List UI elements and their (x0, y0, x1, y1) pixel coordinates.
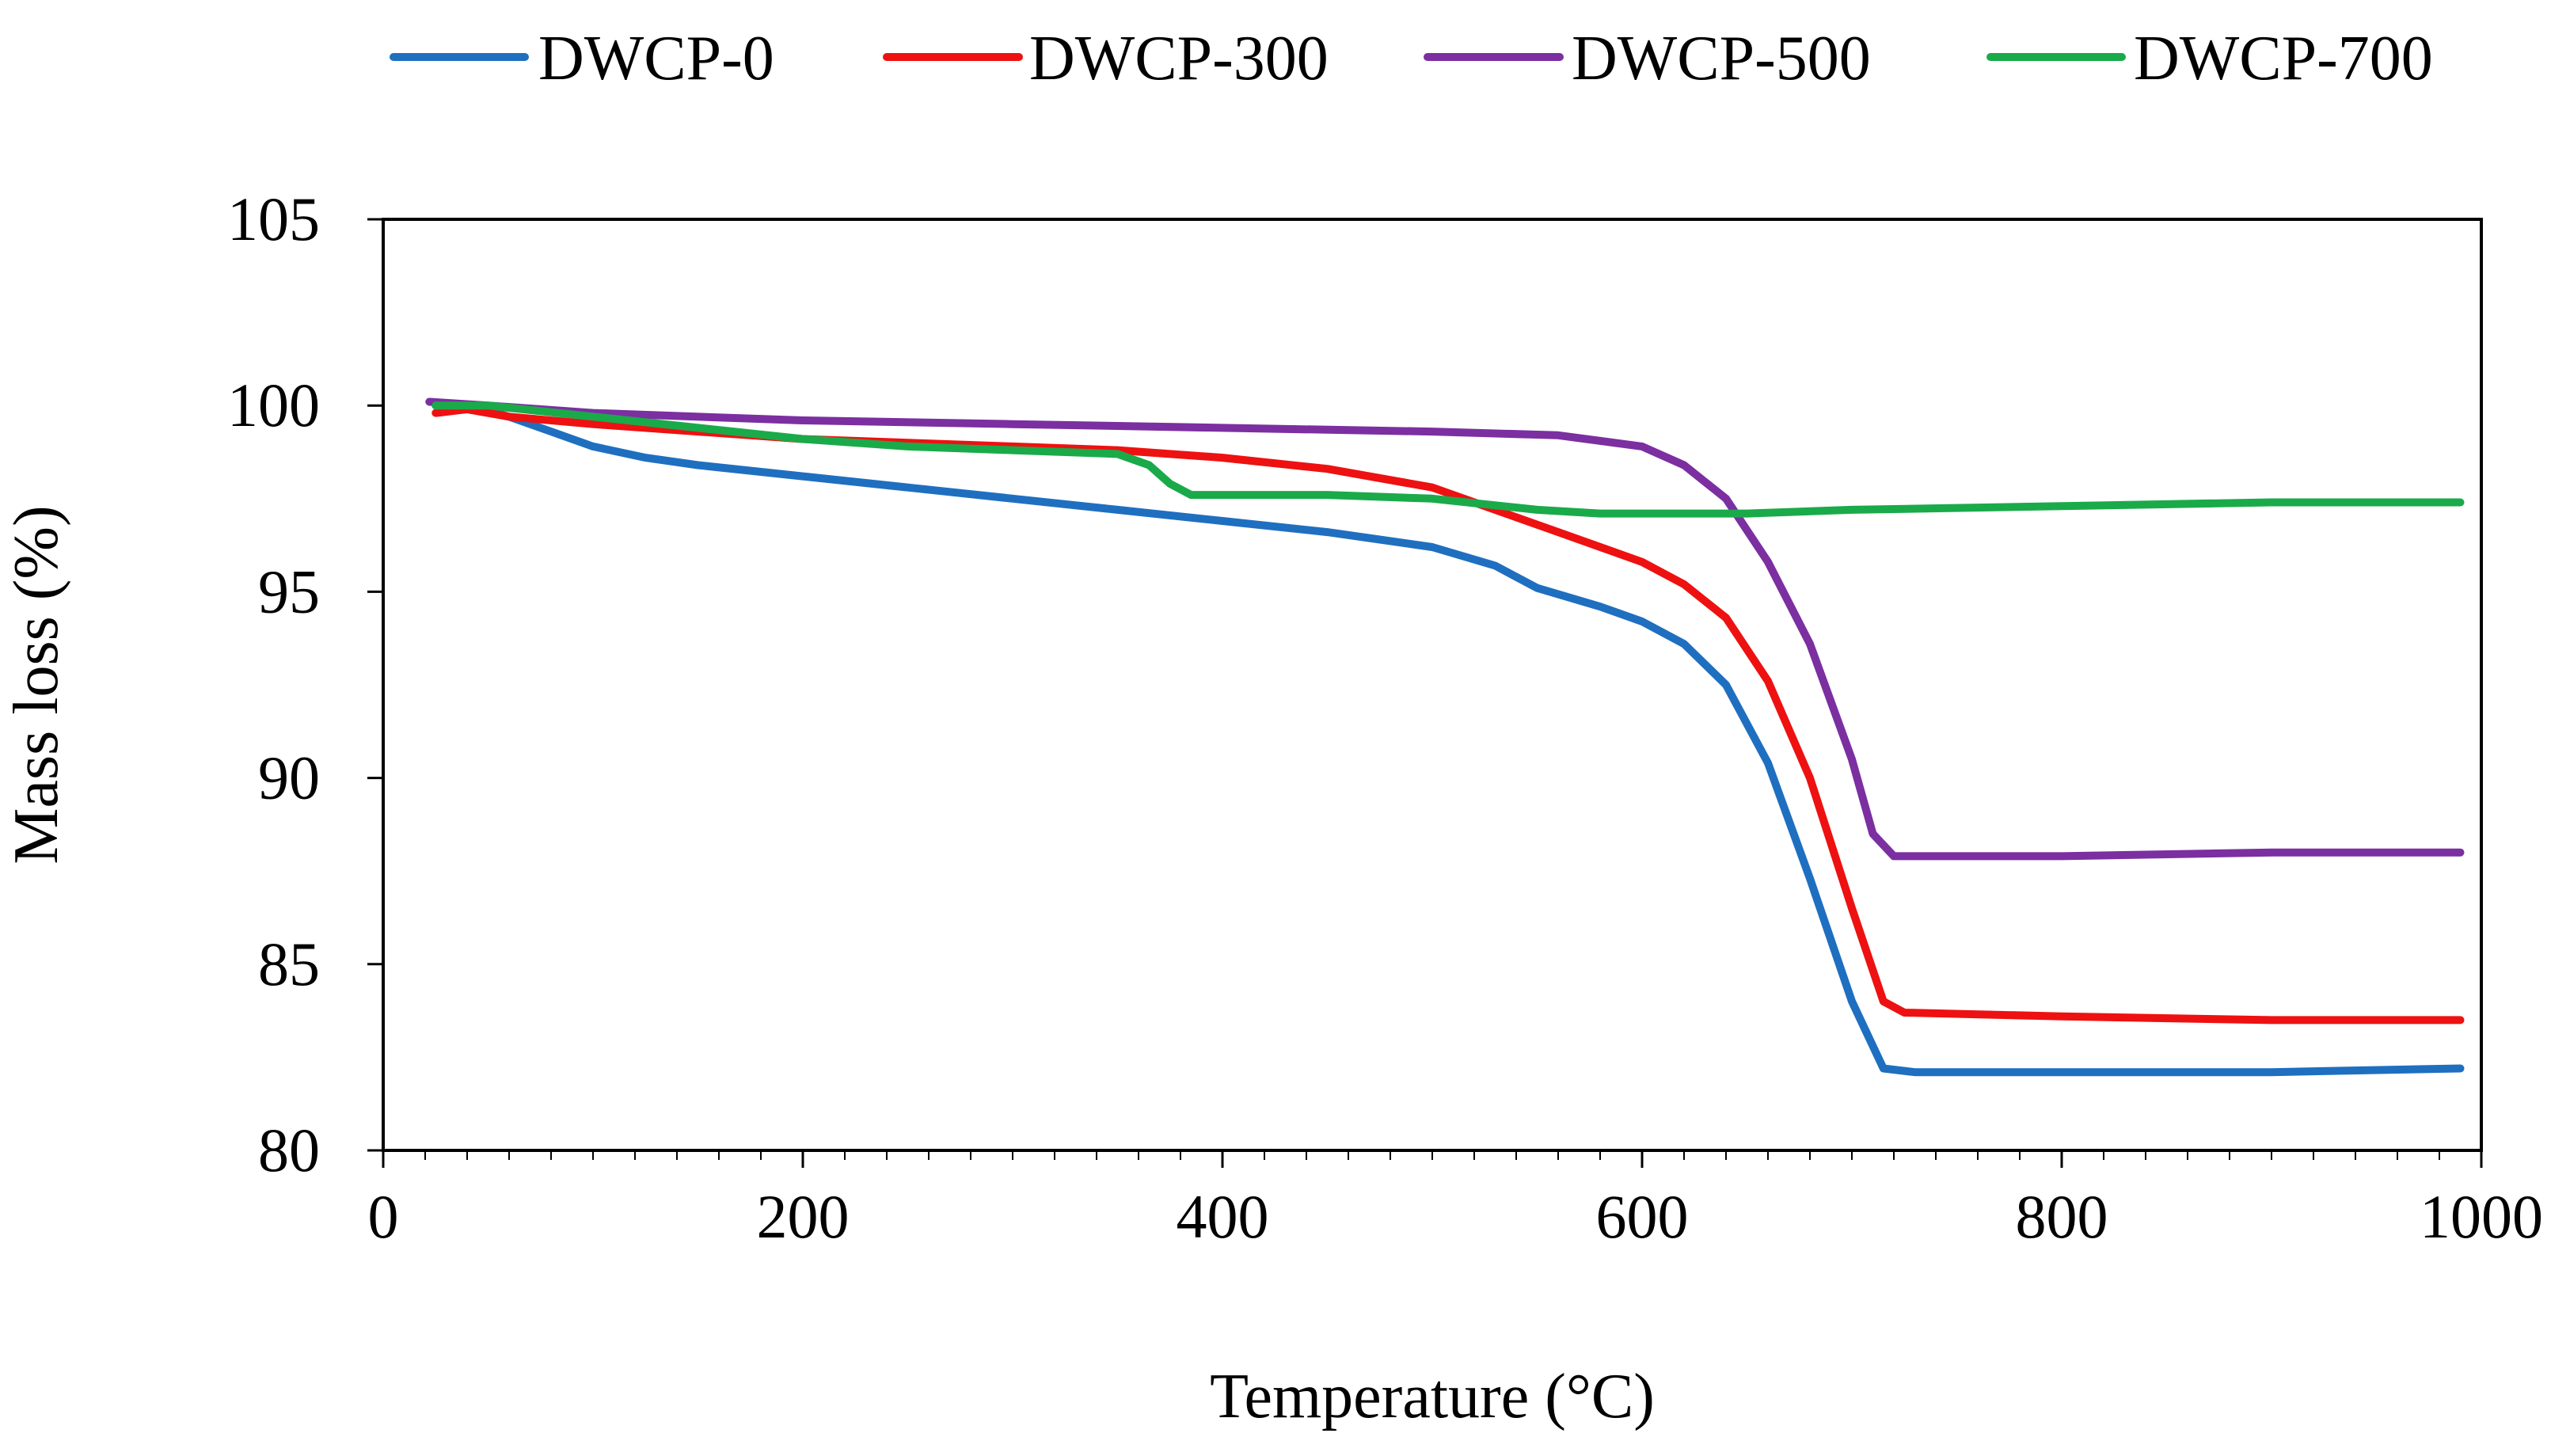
y-tick-label: 100 (227, 371, 320, 439)
x-tick-label: 0 (368, 1182, 399, 1251)
x-axis-title: Temperature (°C) (1210, 1362, 1655, 1431)
series-line-dwcp-500 (425, 397, 2465, 861)
series-line-dwcp-0 (432, 401, 2465, 1077)
x-tick-label: 200 (757, 1182, 850, 1251)
legend-label-dwcp-700: DWCP-700 (2134, 24, 2433, 93)
legend-label-dwcp-500: DWCP-500 (1572, 24, 1871, 93)
legend-label-dwcp-300: DWCP-300 (1029, 24, 1329, 93)
y-tick-label: 80 (258, 1116, 320, 1184)
y-tick-labels: 80 85 90 95 100 105 (227, 184, 320, 1184)
legend: DWCP-0 DWCP-300 DWCP-500 DWCP-700 (390, 24, 2433, 93)
y-tick-label: 90 (258, 743, 320, 812)
y-tick-label: 95 (258, 557, 320, 625)
series-layer (425, 397, 2465, 1077)
x-tick-label: 600 (1596, 1182, 1689, 1251)
x-tick-labels: 0 200 400 600 800 1000 (368, 1182, 2544, 1251)
series-line-dwcp-700 (432, 401, 2465, 518)
x-tick-label: 400 (1177, 1182, 1269, 1251)
axis-ticks (367, 218, 2483, 1168)
x-tick-label: 1000 (2420, 1182, 2543, 1251)
x-tick-label: 800 (2016, 1182, 2108, 1251)
y-tick-label: 105 (227, 184, 320, 253)
y-axis-title: Mass loss (%) (2, 505, 71, 864)
y-tick-label: 85 (258, 929, 320, 998)
legend-label-dwcp-0: DWCP-0 (538, 24, 774, 93)
